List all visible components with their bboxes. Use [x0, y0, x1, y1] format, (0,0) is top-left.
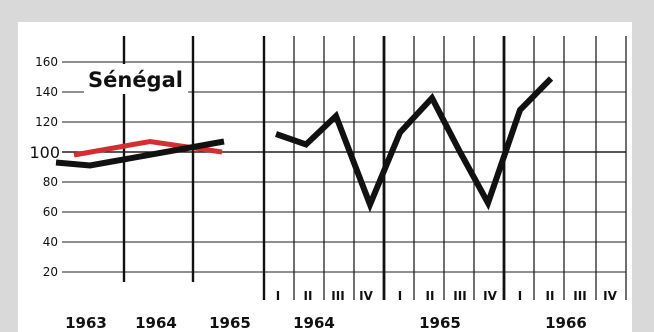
y-tick-label: 20	[43, 265, 58, 279]
x-quarter-label: II	[546, 289, 555, 303]
title-background	[84, 64, 188, 94]
y-tick-label: 40	[43, 235, 58, 249]
y-tick-label: 100	[29, 143, 60, 162]
x-quarter-label: I	[398, 289, 402, 303]
x-year-label: 1964	[135, 314, 177, 332]
x-quarter-label: IV	[359, 289, 373, 303]
left-black-series-line	[55, 138, 225, 169]
x-group-year-label: 1966	[545, 314, 587, 332]
x-quarter-label: III	[331, 289, 344, 303]
x-quarter-label: I	[276, 289, 280, 303]
y-tick-label: 140	[35, 85, 58, 99]
x-group-year-label: 1964	[293, 314, 335, 332]
x-quarter-label: III	[453, 289, 466, 303]
x-quarter-label: II	[304, 289, 313, 303]
y-tick-label: 60	[43, 205, 58, 219]
left-series-group	[55, 138, 225, 169]
x-quarter-label: I	[518, 289, 522, 303]
y-tick-labels: 160 140 120 100 80 60 40 20	[29, 55, 60, 279]
x-year-label: 1965	[209, 314, 251, 332]
x-quarter-label: IV	[603, 289, 617, 303]
x-year-label: 1963	[65, 314, 107, 332]
x-group-year-label: 1965	[419, 314, 461, 332]
y-tick-label: 160	[35, 55, 58, 69]
right-series-line	[275, 76, 554, 213]
chart-title: Sénégal	[88, 68, 183, 92]
x-quarter-label: III	[573, 289, 586, 303]
y-tick-label: 120	[35, 115, 58, 129]
x-quarter-label: II	[426, 289, 435, 303]
x-quarter-label: IV	[483, 289, 497, 303]
right-series-group	[275, 76, 554, 213]
y-tick-label: 80	[43, 175, 58, 189]
